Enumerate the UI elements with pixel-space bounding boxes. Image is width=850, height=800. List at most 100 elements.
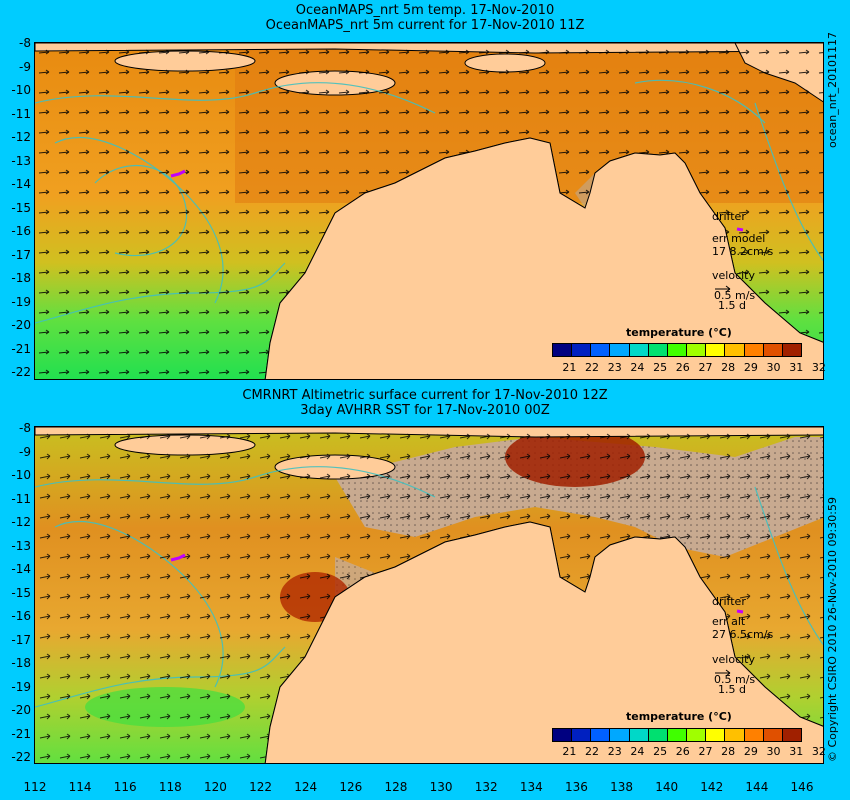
bottom-velocity-label: velocity bbox=[712, 653, 755, 666]
colorbar-swatch bbox=[725, 344, 745, 356]
lat-tick-label: -10 bbox=[11, 83, 31, 97]
lon-tick-label: 142 bbox=[700, 780, 724, 794]
colorbar-tick-label: 28 bbox=[721, 361, 736, 374]
top-legend-drifter bbox=[736, 227, 744, 232]
top-err-value: 17 8.2cm/s bbox=[712, 245, 774, 258]
lon-tick-label: 128 bbox=[384, 780, 408, 794]
lon-tick-label: 130 bbox=[429, 780, 453, 794]
lat-tick-label: -20 bbox=[11, 703, 31, 717]
colorbar-swatch bbox=[591, 344, 611, 356]
top-title-line1: OceanMAPS_nrt 5m temp. 17-Nov-2010 bbox=[295, 3, 555, 18]
colorbar-tick-label: 21 bbox=[562, 745, 577, 758]
lon-tick-label: 116 bbox=[113, 780, 137, 794]
top-legend-velocity-arrow bbox=[715, 285, 731, 293]
lat-tick-label: -13 bbox=[11, 538, 31, 553]
colorbar-tick-label: 23 bbox=[607, 361, 622, 374]
bottom-drifter-label: drifter bbox=[712, 595, 746, 608]
colorbar-swatch bbox=[648, 344, 668, 356]
top-drifter-label: drifter bbox=[712, 210, 746, 223]
colorbar-swatch bbox=[610, 344, 630, 356]
lon-tick-label: 122 bbox=[249, 780, 273, 794]
colorbar-swatch bbox=[553, 344, 573, 356]
bottom-side-label: © Copyright CSIRO 2010 26-Nov-2010 09:30… bbox=[826, 497, 839, 762]
top-drifter-track bbox=[170, 169, 186, 178]
lat-tick-label: -18 bbox=[11, 656, 31, 670]
colorbar-tick-label: 25 bbox=[653, 745, 668, 758]
lon-tick-label: 118 bbox=[158, 780, 182, 794]
bottom-legend-velocity-arrow bbox=[715, 669, 731, 677]
bottom-map-svg bbox=[35, 427, 823, 763]
lat-tick-label: -19 bbox=[11, 294, 31, 309]
colorbar-swatch bbox=[706, 729, 726, 741]
lat-tick-label: -12 bbox=[11, 130, 31, 144]
lon-tick-label: 124 bbox=[294, 780, 318, 794]
bottom-land-mask bbox=[264, 521, 823, 763]
colorbar-tick-label: 25 bbox=[653, 361, 668, 374]
lon-tick-label: 112 bbox=[23, 780, 47, 794]
colorbar-tick-label: 22 bbox=[585, 361, 600, 374]
colorbar-swatch bbox=[687, 729, 707, 741]
colorbar-swatch bbox=[667, 344, 688, 356]
bottom-title-line1: CMRNRT Altimetric surface current for 17… bbox=[242, 388, 608, 403]
colorbar-swatch bbox=[782, 729, 802, 741]
colorbar-tick-label: 31 bbox=[789, 745, 804, 758]
top-side-label: ocean_nrt_20101117 bbox=[826, 31, 839, 148]
colorbar-swatch bbox=[572, 729, 592, 741]
top-velocity-scale: 0.5 m/s bbox=[714, 289, 756, 302]
lon-tick-label: 126 bbox=[339, 780, 363, 794]
lat-tick-label: -13 bbox=[11, 153, 31, 168]
colorbar-swatch bbox=[687, 344, 707, 356]
colorbar-swatch bbox=[553, 729, 573, 741]
bottom-colorbar-ticks: 21 22 23 24 25 26 27 28 29 30 31 32 bbox=[558, 745, 830, 758]
bottom-map[interactable] bbox=[34, 426, 824, 764]
colorbar-swatch bbox=[648, 729, 668, 741]
colorbar-swatch bbox=[782, 344, 802, 356]
colorbar-swatch bbox=[610, 729, 630, 741]
top-colorbar-ticks: 21 22 23 24 25 26 27 28 29 30 31 32 bbox=[558, 361, 830, 374]
top-velocity-time: 1.5 d bbox=[718, 299, 746, 312]
lon-tick-label: 146 bbox=[790, 780, 814, 794]
colorbar-tick-label: 27 bbox=[698, 361, 713, 374]
lon-tick-label: 120 bbox=[204, 780, 227, 794]
colorbar-tick-label: 29 bbox=[743, 361, 758, 374]
bottom-velocity-time: 1.5 d bbox=[718, 683, 746, 696]
bottom-drifter-track bbox=[170, 553, 186, 562]
colorbar-tick-label: 30 bbox=[766, 361, 781, 374]
lat-tick-label: -16 bbox=[11, 224, 31, 238]
lat-tick-label: -22 bbox=[11, 750, 31, 764]
colorbar-swatch bbox=[591, 729, 611, 741]
lat-tick-label: -21 bbox=[11, 341, 31, 356]
top-colorbar-title: temperature (°C) bbox=[626, 326, 732, 339]
colorbar-tick-label: 29 bbox=[743, 745, 758, 758]
lat-tick-label: -19 bbox=[11, 679, 31, 694]
colorbar-swatch bbox=[725, 729, 745, 741]
top-colorbar bbox=[552, 343, 802, 357]
lat-tick-label: -10 bbox=[11, 468, 31, 482]
bottom-legend-drifter bbox=[736, 609, 744, 614]
lat-tick-label: -8 bbox=[19, 421, 31, 435]
colorbar-tick-label: 26 bbox=[675, 361, 690, 374]
lat-tick-label: -14 bbox=[11, 562, 31, 576]
lon-tick-label: 134 bbox=[519, 780, 543, 794]
lat-tick-label: -15 bbox=[11, 585, 31, 600]
lat-tick-label: -16 bbox=[11, 609, 31, 623]
lat-tick-label: -9 bbox=[19, 59, 31, 74]
colorbar-tick-label: 21 bbox=[562, 361, 577, 374]
top-map-svg bbox=[35, 43, 823, 379]
colorbar-tick-label: 24 bbox=[630, 361, 645, 374]
colorbar-swatch bbox=[744, 344, 764, 356]
bottom-colorbar bbox=[552, 728, 802, 742]
colorbar-swatch bbox=[572, 344, 592, 356]
lat-tick-label: -21 bbox=[11, 726, 31, 741]
lat-tick-label: -15 bbox=[11, 200, 31, 215]
top-land-mask bbox=[264, 137, 823, 379]
lat-tick-label: -11 bbox=[11, 491, 31, 506]
lon-tick-label: 114 bbox=[68, 780, 92, 794]
colorbar-tick-label: 31 bbox=[789, 361, 804, 374]
top-map[interactable] bbox=[34, 42, 824, 380]
colorbar-tick-label: 32 bbox=[811, 361, 826, 374]
lat-tick-label: -12 bbox=[11, 515, 31, 529]
colorbar-tick-label: 24 bbox=[630, 745, 645, 758]
top-title-line2: OceanMAPS_nrt 5m current for 17-Nov-2010… bbox=[265, 18, 585, 33]
colorbar-swatch bbox=[706, 344, 726, 356]
